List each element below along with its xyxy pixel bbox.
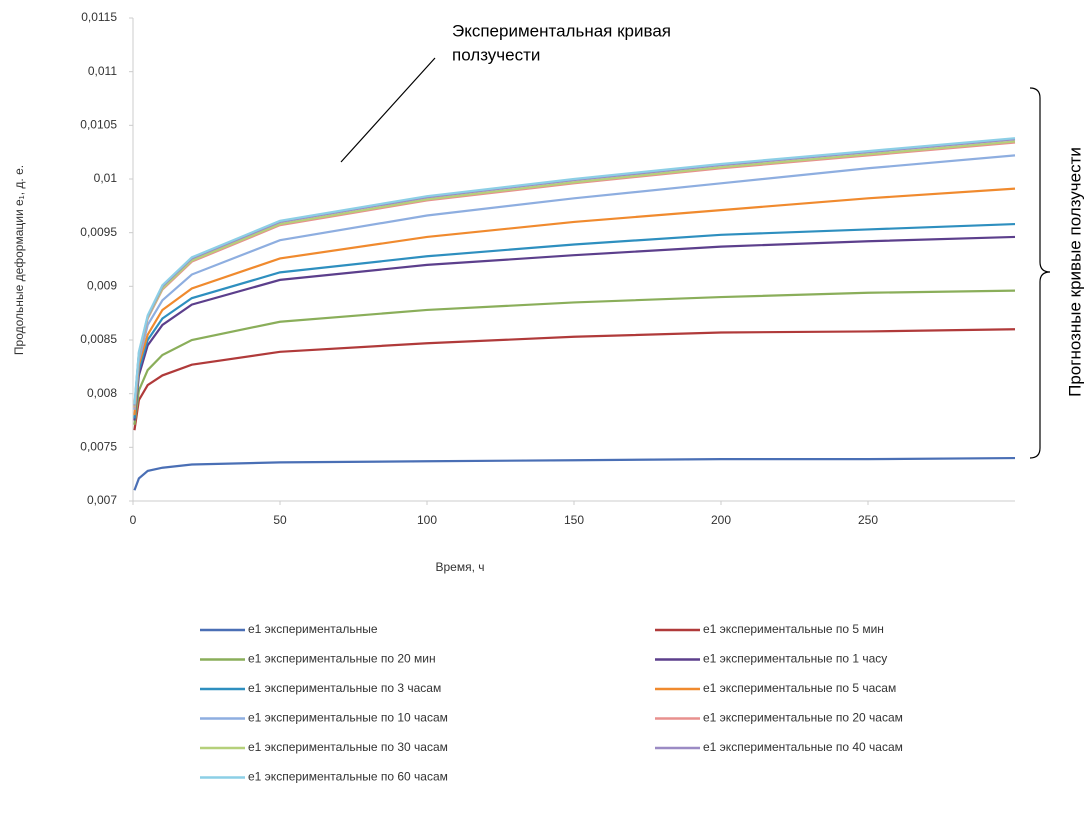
legend-label: e1 экспериментальные по 5 часам	[703, 681, 896, 695]
y-tick-label: 0,011	[88, 64, 117, 78]
y-axis-label: Продольные деформации e₁, д. е.	[12, 165, 26, 355]
y-tick-label: 0,0095	[80, 225, 117, 239]
legend-label: e1 экспериментальные по 3 часам	[248, 681, 441, 695]
series-line	[133, 137, 1016, 405]
x-axis-label: Время, ч	[435, 560, 484, 574]
x-tick-label: 0	[130, 513, 137, 527]
series-line	[133, 235, 1016, 421]
x-tick-label: 150	[564, 513, 584, 527]
series-line	[133, 328, 1016, 431]
legend-label: e1 экспериментальные по 20 мин	[248, 652, 436, 666]
y-tick-label: 0,0075	[80, 440, 117, 454]
annotation: Экспериментальная кривая	[452, 21, 671, 40]
y-tick-label: 0,01	[94, 171, 118, 185]
y-tick-label: 0,007	[87, 493, 117, 507]
x-tick-label: 100	[417, 513, 437, 527]
bracket-label: Прогнозные кривые ползучести	[1065, 147, 1084, 397]
y-tick-label: 0,008	[87, 386, 117, 400]
series-line	[133, 456, 1016, 491]
series-line	[133, 154, 1016, 410]
y-tick-label: 0,0085	[80, 332, 117, 346]
bracket	[1029, 87, 1051, 459]
legend-label: e1 экспериментальные по 20 часам	[703, 711, 903, 725]
series-line	[133, 222, 1016, 419]
legend-label: e1 экспериментальные по 5 мин	[703, 622, 884, 636]
annotation-arrow	[340, 57, 436, 163]
series-line	[133, 140, 1016, 407]
legend-label: e1 экспериментальные по 40 часам	[703, 740, 903, 754]
x-tick-label: 250	[858, 513, 878, 527]
series-line	[133, 289, 1016, 425]
y-tick-label: 0,0115	[81, 10, 117, 24]
legend-label: e1 экспериментальные по 10 часам	[248, 711, 448, 725]
legend-label: e1 экспериментальные по 30 часам	[248, 740, 448, 754]
x-tick-label: 200	[711, 513, 731, 527]
legend-label: e1 экспериментальные по 60 часам	[248, 770, 448, 784]
series-line	[133, 187, 1016, 416]
legend-label: e1 экспериментальные	[248, 622, 378, 636]
x-tick-label: 50	[273, 513, 287, 527]
y-tick-label: 0,0105	[80, 118, 117, 132]
y-tick-label: 0,009	[87, 279, 117, 293]
legend-label: e1 экспериментальные по 1 часу	[703, 652, 887, 666]
annotation: ползучести	[452, 45, 540, 64]
